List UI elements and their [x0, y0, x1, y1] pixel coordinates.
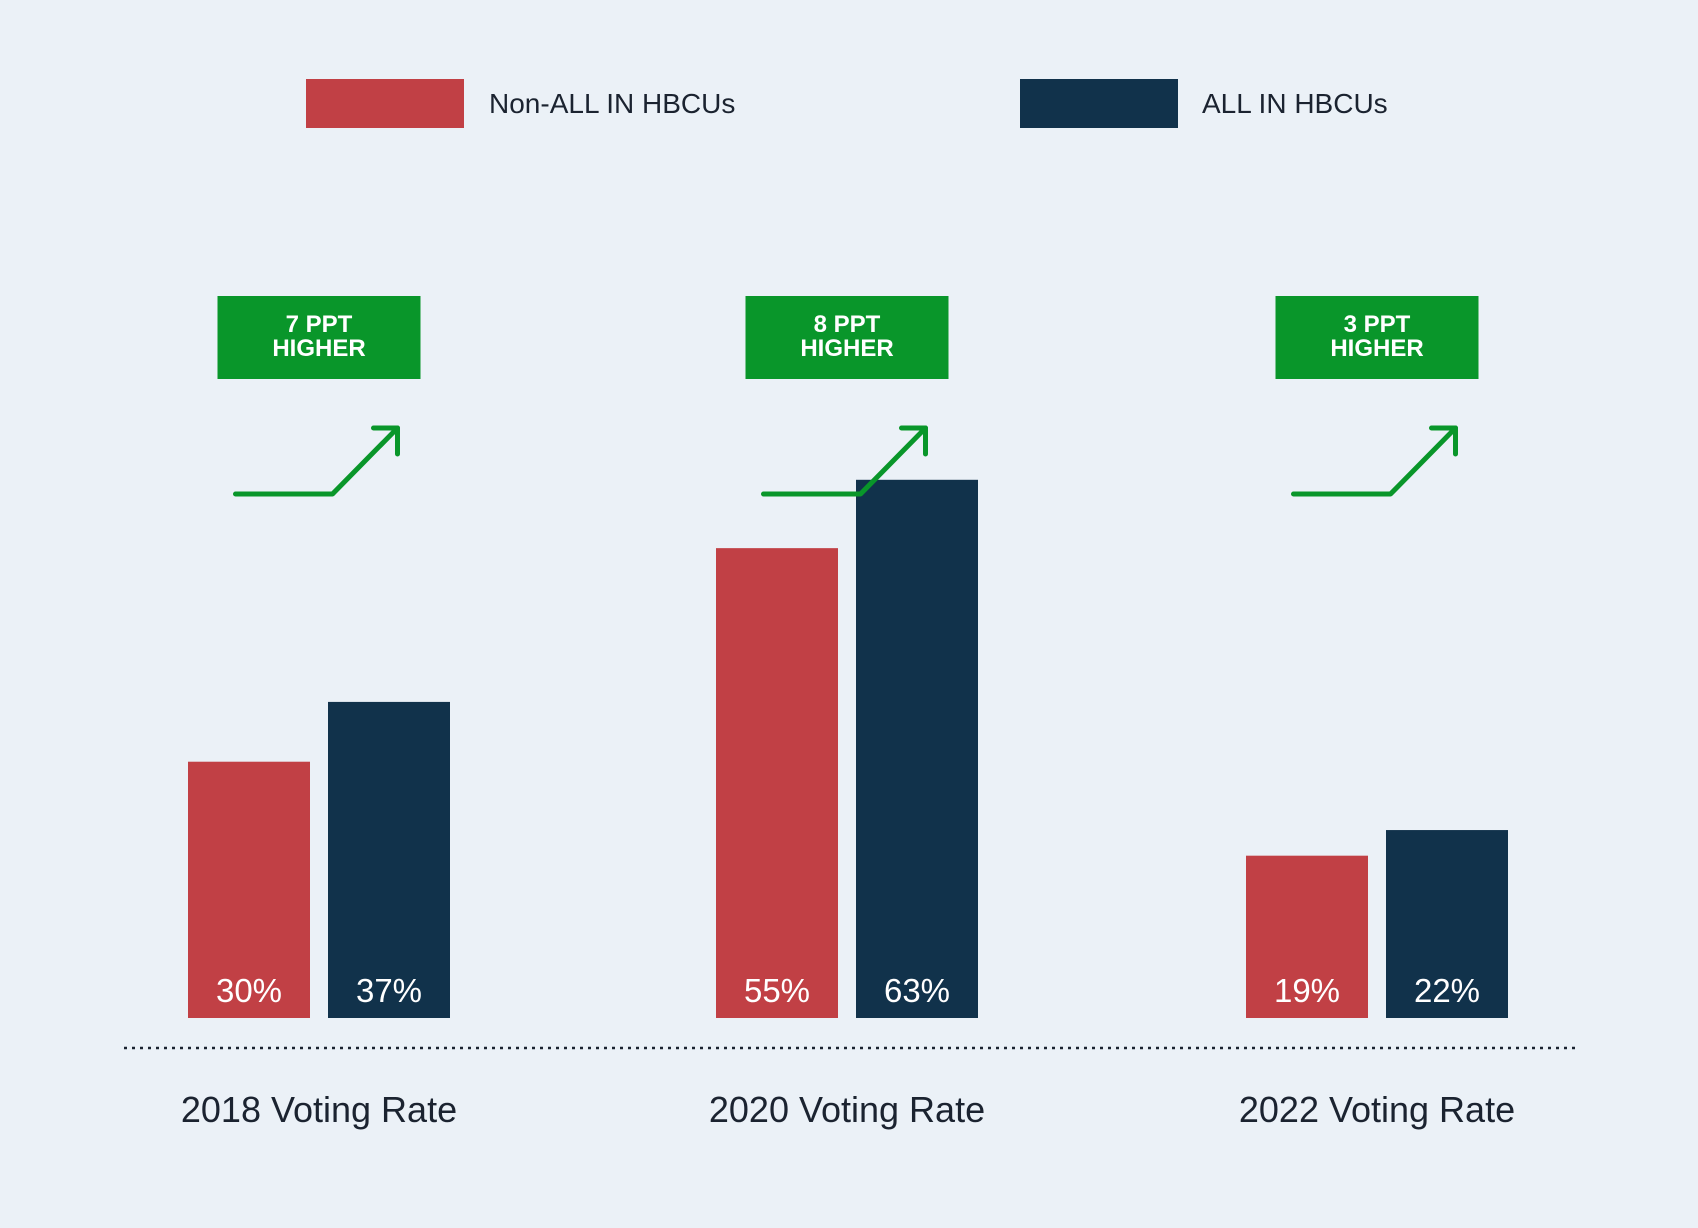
bar-value-label-3-1: 19% — [1274, 972, 1340, 1009]
trend-up-arrowhead-icon — [371, 425, 400, 457]
bar-1-1 — [188, 761, 310, 1018]
callout-box-2 — [745, 296, 949, 379]
legend-swatch-1 — [306, 79, 464, 128]
bar-2-2 — [856, 479, 978, 1018]
trend-up-arrow-icon — [1291, 425, 1458, 497]
legend-label-2: ALL IN HBCUs — [1202, 88, 1388, 119]
trend-up-arrowhead-icon — [899, 425, 928, 457]
callout-box-1 — [217, 296, 421, 379]
callout-line2-2: HIGHER — [800, 335, 893, 362]
bar-value-label-2-2: 63% — [884, 972, 950, 1009]
legend-swatch-2 — [1020, 79, 1178, 128]
callout-line2-3: HIGHER — [1330, 335, 1423, 362]
callout-line1-2: 8 PPT — [814, 311, 881, 338]
x-tick-label-2: 2020 Voting Rate — [709, 1089, 985, 1130]
callout-line1-1: 7 PPT — [286, 311, 353, 338]
trend-up-arrow-icon — [233, 425, 400, 497]
trend-up-arrowhead-icon — [1429, 425, 1458, 457]
callout-line1-3: 3 PPT — [1344, 311, 1411, 338]
bar-3-1 — [1246, 855, 1368, 1018]
bar-value-label-1-2: 37% — [356, 972, 422, 1009]
trend-up-arrow-icon — [761, 425, 928, 497]
legend-label-1: Non-ALL IN HBCUs — [489, 88, 735, 119]
bar-1-2 — [328, 701, 450, 1018]
bar-2-1 — [716, 548, 838, 1018]
x-tick-label-3: 2022 Voting Rate — [1239, 1089, 1515, 1130]
bar-value-label-1-1: 30% — [216, 972, 282, 1009]
bar-value-label-3-2: 22% — [1414, 972, 1480, 1009]
callout-line2-1: HIGHER — [272, 335, 365, 362]
bar-value-label-2-1: 55% — [744, 972, 810, 1009]
x-tick-label-1: 2018 Voting Rate — [181, 1089, 457, 1130]
callout-box-3 — [1275, 296, 1479, 379]
bar-3-2 — [1386, 830, 1508, 1018]
